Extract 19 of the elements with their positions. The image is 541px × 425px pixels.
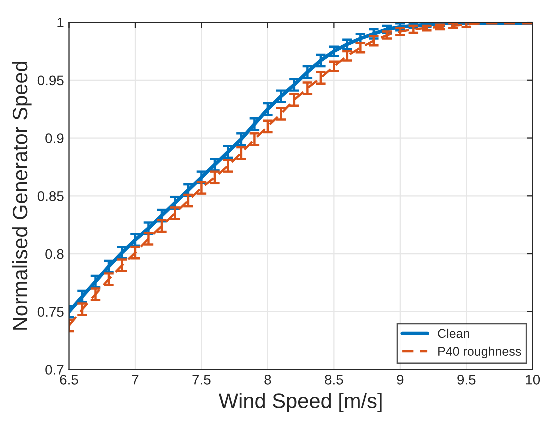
x-tick-label: 10 xyxy=(526,374,540,385)
y-tick-label: 1 xyxy=(58,18,64,28)
y-tick-label: 0.7 xyxy=(46,365,64,375)
y-tick-label: 0.85 xyxy=(38,191,64,202)
x-tick-label: 7.5 xyxy=(192,375,211,385)
x-axis-title: Wind Speed [m/s] xyxy=(218,393,382,413)
x-tick-label: 9 xyxy=(397,374,404,385)
y-tick-label: 0.8 xyxy=(46,249,64,260)
y-tick-label: 0.75 xyxy=(38,307,64,318)
x-tick-label: 6.5 xyxy=(60,374,78,385)
y-tick-label: 0.9 xyxy=(46,134,64,144)
legend-label: P40 roughness xyxy=(438,346,522,358)
x-tick-label: 8.5 xyxy=(325,374,344,385)
x-tick-label: 9.5 xyxy=(458,374,476,385)
legend-label: Clean xyxy=(438,328,470,338)
x-tick-label: 7 xyxy=(132,375,139,385)
x-tick-label: 8 xyxy=(264,374,272,385)
y-tick-label: 0.95 xyxy=(38,76,64,86)
y-axis-title: Normalised Generator Speed xyxy=(12,62,32,330)
